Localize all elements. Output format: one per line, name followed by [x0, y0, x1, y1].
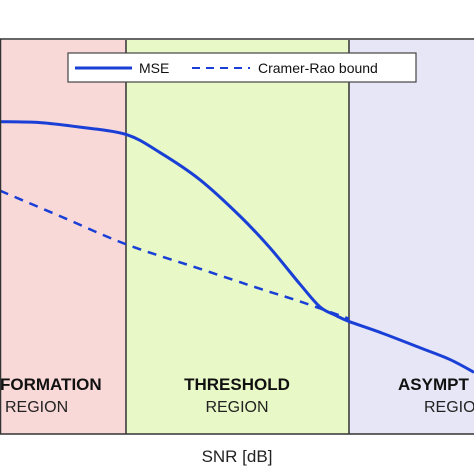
region-subtitle-asymptotic: REGIO	[424, 399, 474, 416]
region-band-asymptotic	[349, 40, 474, 434]
legend-label-mse: MSE	[139, 60, 169, 76]
region-title-threshold: THRESHOLD	[184, 375, 290, 394]
series-line-cramer-rao-bound	[0, 189, 350, 320]
legend-label-crb: Cramer-Rao bound	[258, 60, 378, 76]
x-axis-label: SNR [dB]	[202, 447, 273, 466]
series-line-mse	[0, 120, 474, 374]
lines-layer	[0, 120, 474, 374]
regions-layer	[0, 40, 474, 434]
region-title-asymptotic: ASYMPT	[398, 375, 469, 394]
region-subtitle-information: REGION	[5, 399, 68, 416]
region-subtitle-threshold: REGION	[205, 399, 268, 416]
region-band-threshold	[126, 40, 349, 434]
plot-frame	[0, 38, 474, 435]
region-title-information: FORMATION	[0, 375, 102, 394]
legend: MSE Cramer-Rao bound	[67, 52, 417, 83]
